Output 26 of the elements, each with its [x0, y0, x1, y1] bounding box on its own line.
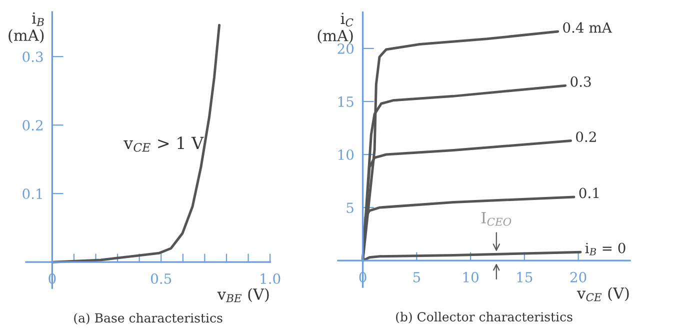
text: (b) Collector characteristics: [396, 312, 572, 324]
series-label: i$_{B}$ = 0: [585, 242, 626, 256]
y-axis-title: i$_{B}$ (mA): [8, 12, 44, 44]
x-axis-title: v$_{CE}$ (V): [576, 287, 629, 302]
y-tick-label: 20: [338, 43, 354, 54]
x-tick-label: 10: [463, 272, 478, 282]
x-axis-title: v$_{BE}$ (V): [217, 288, 269, 302]
y-tick-label: 10: [338, 149, 354, 160]
series-label: 0.2: [576, 132, 596, 142]
x-tick-label: 5: [413, 272, 420, 282]
series-label: 0.1: [579, 188, 598, 198]
annotation: v$_{CE}$ > 1 V: [124, 136, 204, 152]
y-axis-title: i$_{C}$ (mA): [318, 12, 354, 44]
x-tick-label: 15: [517, 272, 532, 282]
annotation: I$_{CEO}$: [482, 212, 512, 226]
x-tick-label: 0.5: [150, 273, 172, 284]
series-label: 0.4 mA: [563, 22, 612, 33]
series-label: 0.3: [570, 76, 591, 87]
y-tick-label: 5: [346, 202, 354, 214]
x-tick-label: 1.0: [260, 273, 280, 284]
x-tick-label: 20: [570, 272, 586, 282]
y-tick-label: 0.3: [22, 52, 43, 62]
y-tick-label: 0.1: [22, 188, 42, 200]
y-tick-label: 0.2: [22, 120, 42, 131]
y-tick-label: 15: [338, 96, 354, 107]
text: (a) Base characteristics: [74, 312, 222, 324]
